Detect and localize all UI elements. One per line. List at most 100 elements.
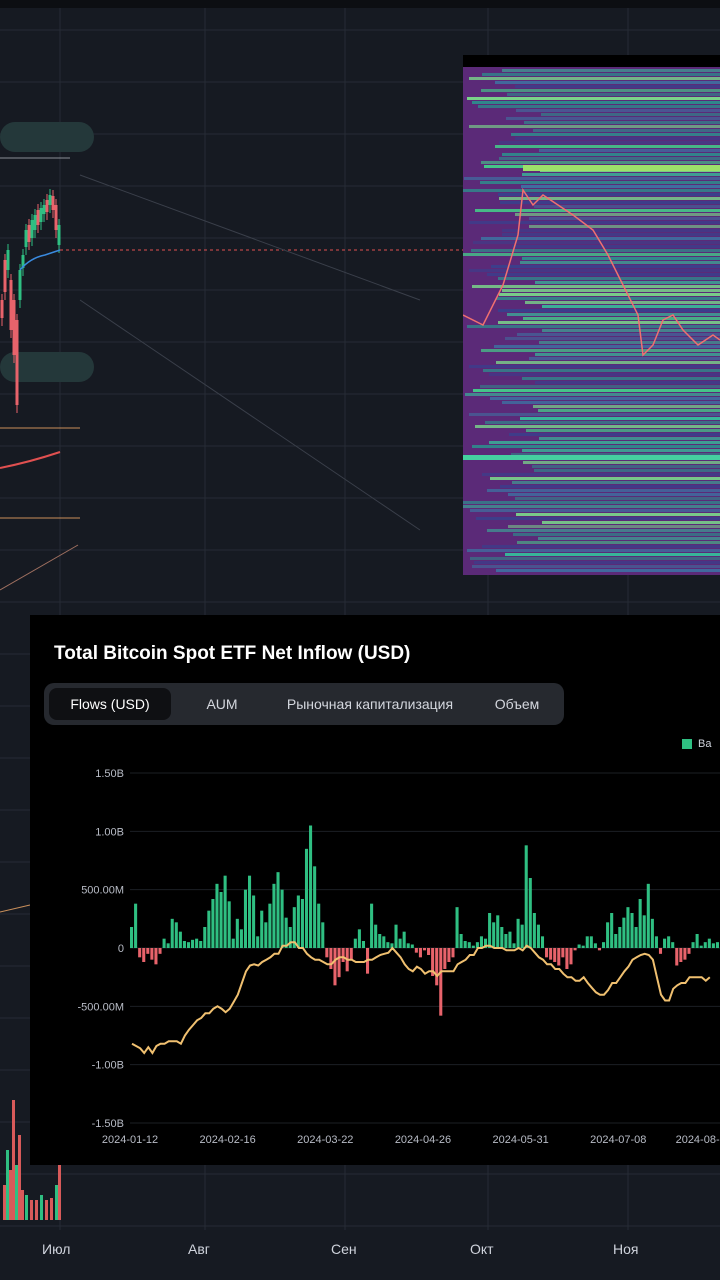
flow-bar-65 — [394, 924, 398, 948]
diag-line-b — [79, 299, 421, 531]
x-tick-label-4: 2024-05-31 — [492, 1134, 548, 1146]
flow-bar-111 — [581, 945, 585, 948]
heatmap-band-85 — [538, 409, 720, 412]
heatmap-band-122 — [470, 557, 720, 560]
heatmap-band-82 — [490, 397, 720, 400]
flow-bar-132 — [667, 936, 671, 948]
flow-bar-121 — [622, 917, 626, 948]
flow-bar-96 — [520, 924, 524, 948]
x-tick-label-1: 2024-02-16 — [200, 1134, 256, 1146]
flow-bar-67 — [402, 931, 406, 948]
heatmap-hot-band-a — [523, 165, 720, 171]
flow-bar-48 — [325, 948, 329, 958]
heatmap-band-15 — [533, 129, 720, 132]
flow-bar-37 — [280, 889, 284, 948]
chart-title: Total Bitcoin Spot ETF Net Inflow (USD) — [54, 643, 411, 664]
flow-bar-15 — [191, 939, 195, 948]
red-curve — [0, 451, 61, 469]
heatmap-band-114 — [508, 525, 720, 528]
volume-bar-8 — [30, 1200, 33, 1220]
heatmap-band-91 — [509, 433, 720, 436]
candle-body-1 — [3, 260, 7, 292]
flow-bar-70 — [414, 948, 418, 953]
tab-market-cap[interactable]: Рыночная капитализация — [286, 696, 454, 712]
heatmap-band-33 — [500, 201, 720, 204]
flow-bar-49 — [329, 948, 333, 969]
flow-bar-29 — [248, 875, 252, 948]
flow-bar-57 — [361, 941, 365, 948]
heatmap-band-96 — [511, 453, 720, 456]
heatmap-band-93 — [489, 441, 720, 444]
candle-body-12 — [36, 210, 40, 225]
flow-bar-108 — [569, 948, 573, 965]
heatmap-band-55 — [502, 289, 720, 292]
flow-bar-104 — [553, 948, 557, 962]
flow-bar-131 — [663, 938, 667, 948]
flow-bar-84 — [471, 945, 475, 948]
flow-bar-95 — [516, 918, 520, 948]
flow-bar-16 — [195, 938, 199, 948]
candle-body-10 — [30, 220, 34, 238]
volume-bar-12 — [50, 1198, 53, 1220]
heatmap-band-10 — [516, 109, 720, 112]
heatmap-band-35 — [475, 209, 720, 212]
flow-bar-31 — [256, 936, 260, 948]
volume-bar-5 — [18, 1135, 21, 1220]
flow-bar-52 — [341, 948, 345, 962]
volume-bar-0 — [3, 1185, 6, 1220]
flow-bar-56 — [357, 929, 361, 948]
heatmap-band-26 — [522, 173, 720, 176]
tab-volume[interactable]: Объем — [494, 696, 540, 712]
heatmap-band-94 — [472, 445, 720, 448]
heatmap-price-path — [463, 187, 720, 357]
chart-legend[interactable]: Ba — [682, 735, 720, 751]
heatmap-band-125 — [496, 569, 720, 572]
heatmap-band-56 — [499, 293, 720, 296]
heatmap-band-39 — [529, 225, 720, 228]
heatmap-band-9 — [478, 105, 720, 108]
flow-bar-122 — [626, 907, 630, 948]
flow-bar-44 — [309, 825, 313, 948]
heatmap-band-116 — [513, 533, 720, 536]
flow-bar-143 — [711, 943, 715, 948]
heatmap-band-98 — [523, 461, 720, 464]
flow-bar-68 — [406, 943, 410, 948]
heatmap-band-92 — [539, 437, 720, 440]
heatmap-band-113 — [542, 521, 720, 524]
flow-bar-112 — [585, 936, 589, 948]
tab-flows-usd[interactable]: Flows (USD) — [49, 688, 171, 720]
candle-body-0 — [0, 300, 4, 318]
heatmap-band-16 — [511, 133, 720, 136]
flow-bar-23 — [223, 875, 227, 948]
flow-bar-102 — [545, 948, 549, 958]
y-tick-label-3: 0 — [118, 943, 124, 955]
trend-line-a — [0, 544, 79, 591]
tab-aum[interactable]: AUM — [206, 696, 238, 712]
candle-body-17 — [51, 196, 55, 210]
volume-bar-6 — [21, 1190, 24, 1220]
heatmap-band-31 — [498, 193, 720, 196]
heatmap-band-110 — [470, 509, 720, 512]
flow-bar-123 — [630, 913, 634, 948]
flow-bar-118 — [610, 913, 614, 948]
heatmap-band-6 — [507, 93, 720, 96]
heatmap-band-28 — [480, 181, 720, 184]
flow-bar-6 — [154, 948, 158, 965]
flow-bar-93 — [508, 931, 512, 948]
heatmap-band-49 — [491, 265, 720, 268]
flow-bar-51 — [337, 948, 341, 978]
flow-bar-10 — [170, 918, 174, 948]
heatmap-band-2 — [469, 77, 720, 80]
flow-bar-2 — [138, 948, 142, 958]
flow-bar-78 — [447, 948, 451, 962]
heatmap-band-74 — [469, 365, 720, 368]
month-label-oct: Окт — [470, 1241, 494, 1257]
heatmap-band-99 — [532, 465, 720, 468]
flow-bar-14 — [186, 942, 191, 948]
flow-bar-119 — [614, 934, 618, 948]
flow-bar-8 — [162, 938, 166, 948]
flow-bar-21 — [215, 883, 219, 948]
heatmap-band-4 — [515, 85, 720, 88]
heatmap-band-34 — [534, 205, 720, 208]
flow-bar-126 — [642, 915, 646, 948]
